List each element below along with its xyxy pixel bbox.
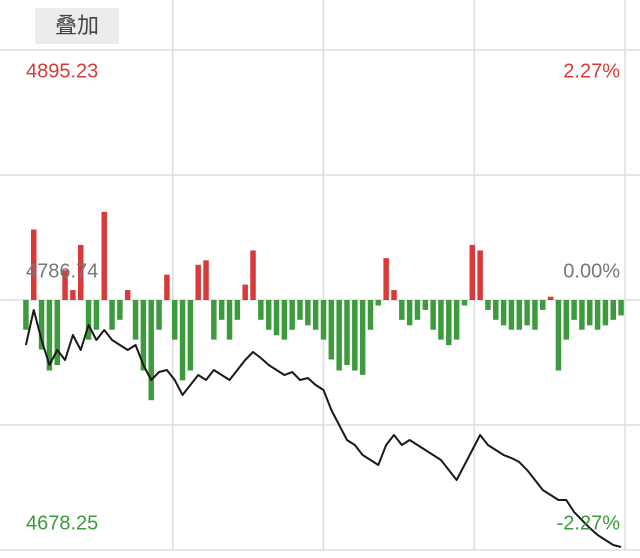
bar: [62, 270, 68, 300]
bar: [297, 300, 303, 320]
bar: [156, 300, 162, 330]
bar: [359, 300, 366, 375]
bar: [344, 300, 350, 365]
bar: [375, 300, 382, 306]
bar: [195, 264, 201, 300]
bar: [469, 244, 476, 300]
bar: [594, 300, 601, 330]
bar: [187, 300, 194, 371]
bar: [171, 300, 178, 340]
y2-tick-label: 0.00%: [563, 260, 620, 282]
bar: [453, 300, 460, 340]
bar: [132, 300, 139, 340]
bar: [328, 300, 335, 360]
bar: [124, 290, 131, 300]
y2-tick-label: -2.27%: [557, 512, 621, 534]
bar: [493, 300, 499, 320]
bar: [77, 244, 84, 300]
bar: [289, 300, 295, 330]
bar: [508, 300, 515, 330]
bar: [250, 250, 256, 300]
bar: [273, 300, 280, 336]
bar: [414, 300, 421, 320]
bar: [399, 300, 405, 320]
bar: [93, 300, 100, 330]
bar: [485, 300, 491, 310]
bar: [610, 300, 616, 320]
y-tick-label: 4895.23: [26, 60, 98, 82]
bar: [367, 300, 374, 330]
bar: [117, 300, 123, 320]
labels: 4678.25 4786.74 4895.23 -2.27% 0.00% 2.27%: [26, 60, 620, 534]
bar: [422, 300, 429, 310]
bar: [618, 300, 624, 316]
marks: [23, 211, 624, 548]
bar: [336, 300, 342, 371]
bar: [438, 300, 444, 340]
bar: [446, 300, 452, 346]
bar: [226, 300, 233, 340]
bar: [430, 300, 436, 330]
bar: [524, 300, 530, 326]
bar: [164, 274, 170, 300]
bar: [85, 300, 92, 340]
y2-tick-label: 2.27%: [563, 60, 620, 82]
bar: [305, 300, 311, 326]
bar: [203, 260, 209, 300]
bar: [587, 300, 593, 326]
bar: [140, 300, 147, 371]
y-tick-label: 4678.25: [26, 512, 98, 534]
bar: [46, 300, 53, 371]
bar: [406, 300, 413, 326]
bar: [563, 300, 570, 340]
bar: [352, 300, 358, 371]
bar: [54, 300, 60, 365]
bar: [500, 300, 507, 326]
bar: [571, 300, 577, 320]
bar: [383, 258, 389, 300]
bar: [555, 300, 562, 371]
bar: [265, 300, 272, 330]
bar: [320, 300, 327, 340]
bar: [23, 300, 29, 330]
bar: [477, 250, 483, 300]
bar: [148, 300, 154, 401]
bar: [179, 300, 186, 381]
bar: [242, 284, 248, 300]
bar: [579, 300, 585, 330]
y-tick-label: 4786.74: [26, 260, 98, 282]
bar: [540, 300, 546, 310]
bar: [312, 300, 319, 330]
price-line: [24, 309, 622, 548]
bar: [602, 300, 609, 326]
bar: [532, 300, 538, 330]
bar: [70, 290, 76, 300]
bar: [38, 300, 45, 350]
overlay-button[interactable]: [35, 8, 119, 44]
bar: [516, 300, 523, 330]
bar: [281, 300, 288, 340]
bar: [234, 300, 241, 320]
bar: [547, 296, 554, 300]
bar: [31, 229, 37, 300]
bar: [218, 300, 225, 320]
bar: [101, 211, 107, 300]
bar: [258, 300, 264, 320]
bar: [461, 300, 468, 306]
overlay-button-label[interactable]: 叠加: [55, 13, 99, 38]
bar: [109, 300, 115, 330]
bar: [391, 290, 397, 300]
bar: [211, 300, 217, 340]
